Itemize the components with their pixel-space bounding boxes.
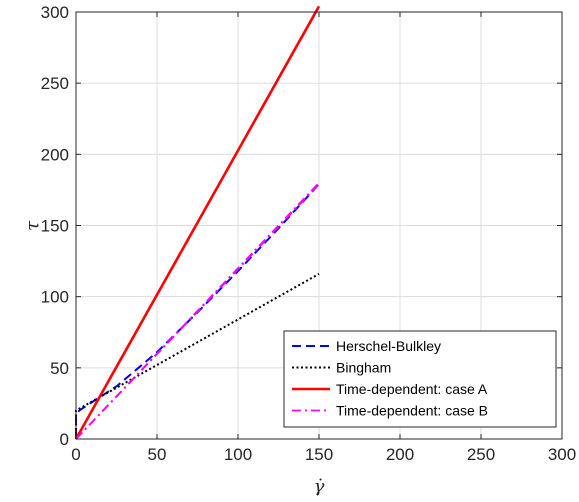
- legend-entry: Herschel-Bulkley: [336, 338, 441, 354]
- x-tick-label: 100: [224, 445, 252, 464]
- x-axis-label: γ̇: [314, 476, 325, 497]
- x-tick-label: 200: [386, 445, 414, 464]
- x-tick-label: 0: [71, 445, 80, 464]
- x-tick-label: 300: [548, 445, 576, 464]
- legend-entry: Time-dependent: case B: [336, 403, 488, 419]
- legend-entry: Bingham: [336, 360, 391, 376]
- y-tick-label: 300: [41, 3, 69, 22]
- y-tick-label: 0: [60, 430, 69, 449]
- y-axis-label: τ: [22, 220, 43, 231]
- legend: Herschel-Bulkley Bingham Time-dependent: c…: [284, 331, 556, 427]
- y-tick-label: 150: [41, 217, 69, 236]
- legend-entry: Time-dependent: case A: [336, 381, 488, 397]
- y-tick-label: 200: [41, 145, 69, 164]
- x-tick-label: 150: [305, 445, 333, 464]
- x-tick-label: 50: [148, 445, 167, 464]
- y-tick-label: 50: [50, 359, 69, 378]
- y-tick-label: 250: [41, 74, 69, 93]
- x-tick-label: 250: [467, 445, 495, 464]
- y-tick-label: 100: [41, 288, 69, 307]
